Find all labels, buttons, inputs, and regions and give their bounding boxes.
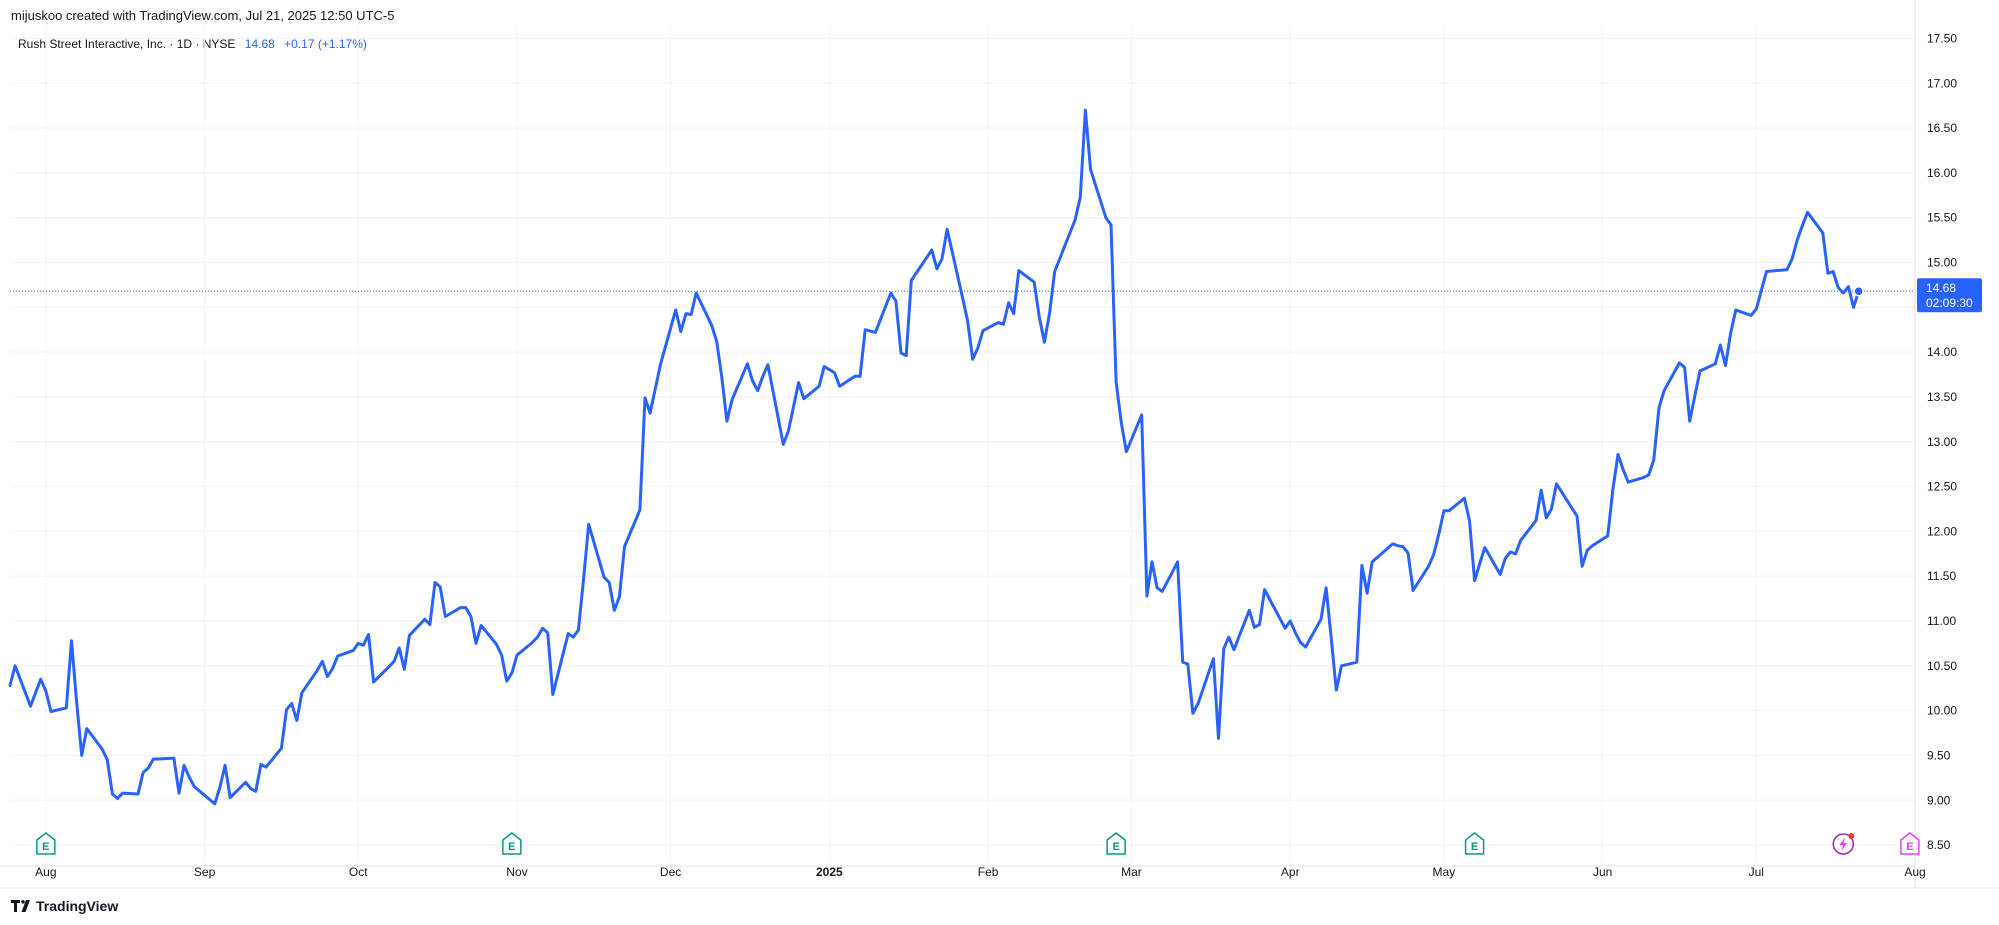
- lightning-icon: [1839, 837, 1848, 851]
- x-tick-label: Jul: [1749, 865, 1764, 879]
- last-price-dot: [1853, 285, 1864, 297]
- last-price-badge: [1917, 278, 1982, 313]
- symbol-price-change: +0.17 (+1.17%): [284, 37, 367, 51]
- y-tick-label: 12.50: [1927, 480, 1957, 494]
- earnings-marker-label: E: [1112, 841, 1119, 853]
- upcoming-earnings-marker[interactable]: [1900, 832, 1920, 855]
- x-tick-label: May: [1433, 865, 1456, 879]
- y-tick-label: 9.00: [1927, 793, 1951, 807]
- y-tick-label: 14.00: [1927, 345, 1957, 359]
- y-tick-label: 8.50: [1927, 838, 1951, 852]
- last-price-badge-value: 14.68: [1926, 281, 1956, 295]
- earnings-marker[interactable]: [36, 832, 56, 855]
- x-tick-label: Dec: [660, 865, 681, 879]
- earnings-marker[interactable]: [502, 832, 522, 855]
- tradingview-logo-icon: [11, 900, 30, 912]
- x-tick-label: Nov: [506, 865, 527, 879]
- x-tick-label: Sep: [194, 865, 216, 879]
- y-tick-label: 17.00: [1927, 76, 1957, 90]
- tradingview-brand-text: TradingView: [36, 898, 119, 914]
- y-tick-label: 9.50: [1927, 748, 1951, 762]
- y-tick-label: 12.00: [1927, 524, 1957, 538]
- x-tick-label: Apr: [1281, 865, 1300, 879]
- notification-dot: [1848, 833, 1855, 839]
- y-tick-label: 17.50: [1927, 31, 1957, 45]
- earnings-marker[interactable]: [1106, 832, 1126, 855]
- upcoming-earnings-marker-label: E: [1906, 841, 1913, 853]
- x-tick-label: Aug: [35, 865, 56, 879]
- earnings-marker-label: E: [1471, 841, 1478, 853]
- earnings-marker-label: E: [42, 841, 49, 853]
- tradingview-logo[interactable]: TradingView: [11, 898, 118, 914]
- y-tick-label: 10.00: [1927, 704, 1957, 718]
- x-tick-label: Oct: [349, 865, 368, 879]
- y-tick-label: 10.50: [1927, 659, 1957, 673]
- y-tick-label: 15.00: [1927, 256, 1957, 270]
- y-tick-label: 16.00: [1927, 166, 1957, 180]
- chart-author-caption: mijuskoo created with TradingView.com, J…: [11, 8, 395, 23]
- x-tick-label: Feb: [978, 865, 999, 879]
- bar-close-countdown: 02:09:30: [1926, 296, 1973, 310]
- y-tick-label: 15.50: [1927, 211, 1957, 225]
- earnings-marker[interactable]: [1464, 832, 1485, 855]
- price-series-line[interactable]: [8, 108, 1861, 806]
- y-tick-label: 11.00: [1927, 614, 1956, 628]
- earnings-marker-label: E: [508, 841, 515, 853]
- y-tick-label: 16.50: [1927, 121, 1957, 135]
- x-tick-label: Mar: [1121, 865, 1142, 879]
- symbol-last-price: 14.68: [244, 37, 275, 51]
- x-tick-label: Jun: [1593, 865, 1612, 879]
- y-tick-label: 13.50: [1927, 390, 1957, 404]
- y-tick-label: 13.00: [1927, 435, 1957, 449]
- symbol-name: Rush Street Interactive, Inc. · 1D · NYS…: [18, 37, 236, 51]
- x-tick-label: Aug: [1904, 865, 1925, 879]
- y-tick-label: 11.50: [1927, 569, 1956, 583]
- symbol-legend[interactable]: Rush Street Interactive, Inc. · 1D · NYS…: [18, 37, 367, 51]
- x-tick-label: 2025: [816, 865, 843, 879]
